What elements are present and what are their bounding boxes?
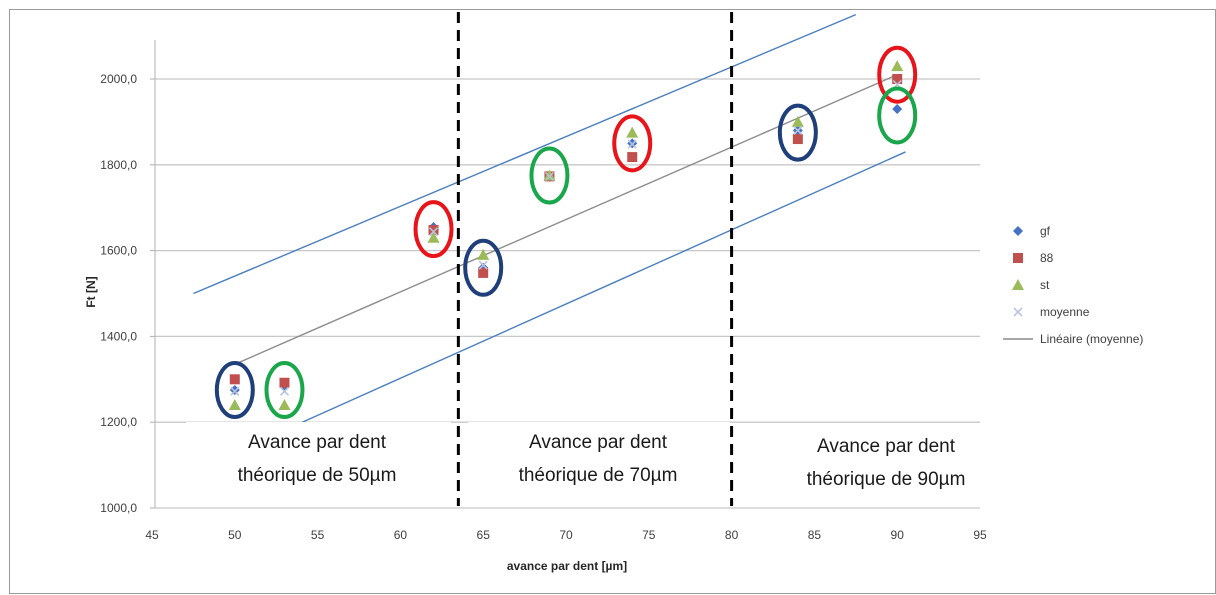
region-dividers <box>456 12 734 506</box>
data-point-88 <box>478 267 489 278</box>
data-point-88 <box>792 134 803 145</box>
highlight-circle <box>529 146 570 205</box>
y-tick-label: 2000,0 <box>100 72 137 86</box>
trendline <box>234 74 898 365</box>
data-point-st <box>477 248 490 260</box>
x-tick-label: 65 <box>477 528 491 542</box>
legend-marker-st <box>1012 279 1024 290</box>
region-label-line1: Avance par dent <box>529 432 668 453</box>
region-label-line2: théorique de 90µm <box>807 469 966 490</box>
data-point-moyenne <box>230 386 240 396</box>
highlight-circle <box>463 238 504 297</box>
data-point-88 <box>229 374 240 385</box>
data-point-moyenne <box>478 260 488 270</box>
region-label-line1: Avance par dent <box>817 436 956 457</box>
y-tick-label: 1400,0 <box>100 329 137 343</box>
highlight-circle <box>612 114 653 173</box>
tolerance-bands <box>193 14 906 428</box>
highlight-circles <box>214 45 918 420</box>
region-labels: Avance par dent théorique de 50µm Avance p… <box>186 422 988 504</box>
x-tick-label: 90 <box>891 528 905 542</box>
x-tick-label: 95 <box>973 528 987 542</box>
highlight-circle <box>877 86 918 145</box>
data-point-88 <box>892 74 903 84</box>
legend-label: moyenne <box>1040 305 1090 319</box>
legend-label: st <box>1040 278 1050 292</box>
region-label-box <box>468 422 730 500</box>
region-label-line2: théorique de 70µm <box>519 465 678 486</box>
data-point-moyenne <box>627 139 637 149</box>
highlight-circle <box>214 361 255 420</box>
data-point-88 <box>428 225 439 236</box>
bound-line-upper <box>193 14 857 295</box>
data-point-st <box>626 126 639 138</box>
data-point-st <box>791 115 804 127</box>
data-point-88 <box>279 377 290 388</box>
chart-frame <box>9 9 1216 594</box>
data-point-moyenne <box>428 227 439 237</box>
data-point-gf <box>229 385 240 396</box>
data-point-st <box>543 169 556 181</box>
data-point-st <box>228 399 241 411</box>
axes: 1000,0 1200,0 1400,0 1600,0 1800,0 2000,0 45 50… <box>84 40 987 573</box>
y-tick-label: 1000,0 <box>100 501 137 515</box>
x-tick-label: 80 <box>725 528 739 542</box>
data-point-gf <box>892 104 903 115</box>
y-tick-label: 1800,0 <box>100 158 137 172</box>
y-tick-label: 1600,0 <box>100 244 137 258</box>
x-tick-label: 55 <box>311 528 325 542</box>
legend-label: 88 <box>1040 251 1054 265</box>
x-tick-label: 45 <box>145 528 159 542</box>
legend-marker-88 <box>1013 253 1023 263</box>
x-tick-label: 60 <box>394 528 408 542</box>
data-point-88 <box>627 152 638 163</box>
x-tick-label: 70 <box>559 528 573 542</box>
x-tick-label: 75 <box>642 528 656 542</box>
bound-line-lower <box>292 151 906 428</box>
data-point-moyenne <box>279 386 290 396</box>
legend-label: gf <box>1040 224 1051 238</box>
legend-label: Linéaire (moyenne) <box>1040 332 1143 346</box>
region-label-box <box>186 422 451 500</box>
legend: gf 88 st moyenne Linéaire (moyenne) <box>1003 224 1143 346</box>
highlight-circle <box>413 200 454 259</box>
data-point-st <box>278 399 291 411</box>
trendline-layer <box>234 74 898 365</box>
y-tick-label: 1200,0 <box>100 415 137 429</box>
legend-marker-gf <box>1013 226 1023 236</box>
highlight-circle <box>877 45 918 104</box>
legend-marker-moyenne <box>1013 307 1023 317</box>
region-label-line2: théorique de 50µm <box>238 465 397 486</box>
x-tick-label: 85 <box>808 528 822 542</box>
x-tick-label: 50 <box>228 528 242 542</box>
x-axis-title: avance par dent [µm] <box>507 559 627 573</box>
region-label-line1: Avance par dent <box>248 432 387 453</box>
region-label-box <box>740 426 988 504</box>
data-points <box>228 60 904 411</box>
highlight-circle <box>777 103 818 162</box>
data-point-moyenne <box>793 125 803 136</box>
y-axis-title: Ft [N] <box>84 276 98 307</box>
highlight-circle <box>264 361 305 420</box>
data-point-st <box>427 231 440 243</box>
data-point-st <box>891 60 904 72</box>
data-point-moyenne <box>544 171 555 181</box>
